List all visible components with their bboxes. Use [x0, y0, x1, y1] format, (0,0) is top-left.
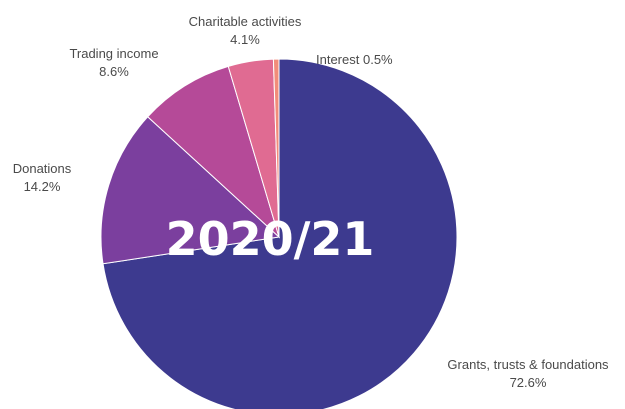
- label-charitable-activities-pct: 4.1%: [230, 32, 260, 47]
- label-charitable-activities-name: Charitable activities: [189, 14, 302, 29]
- pie-slices: [100, 58, 458, 409]
- slice-interest: [272, 58, 280, 238]
- label-interest: Interest 0.5%: [316, 52, 393, 67]
- label-donations: Donations 14.2%: [13, 161, 72, 194]
- slice-trading-income: [147, 65, 280, 239]
- label-trading-income-pct: 8.6%: [99, 64, 129, 79]
- label-interest-text: Interest 0.5%: [316, 52, 393, 67]
- label-trading-income-name: Trading income: [69, 46, 158, 61]
- label-interest-pct: 0.5%: [363, 52, 393, 67]
- label-donations-pct: 14.2%: [24, 179, 61, 194]
- center-year-label: 2020/21: [166, 212, 375, 266]
- slice-donations: [100, 116, 281, 265]
- label-grants-pct: 72.6%: [510, 375, 547, 390]
- label-donations-name: Donations: [13, 161, 72, 176]
- label-charitable-activities: Charitable activities 4.1%: [189, 14, 302, 47]
- label-interest-name: Interest: [316, 52, 360, 67]
- label-grants-name: Grants, trusts & foundations: [447, 357, 609, 372]
- label-grants: Grants, trusts & foundations 72.6%: [447, 357, 609, 390]
- slice-grants: [102, 58, 458, 409]
- label-trading-income: Trading income 8.6%: [69, 46, 158, 79]
